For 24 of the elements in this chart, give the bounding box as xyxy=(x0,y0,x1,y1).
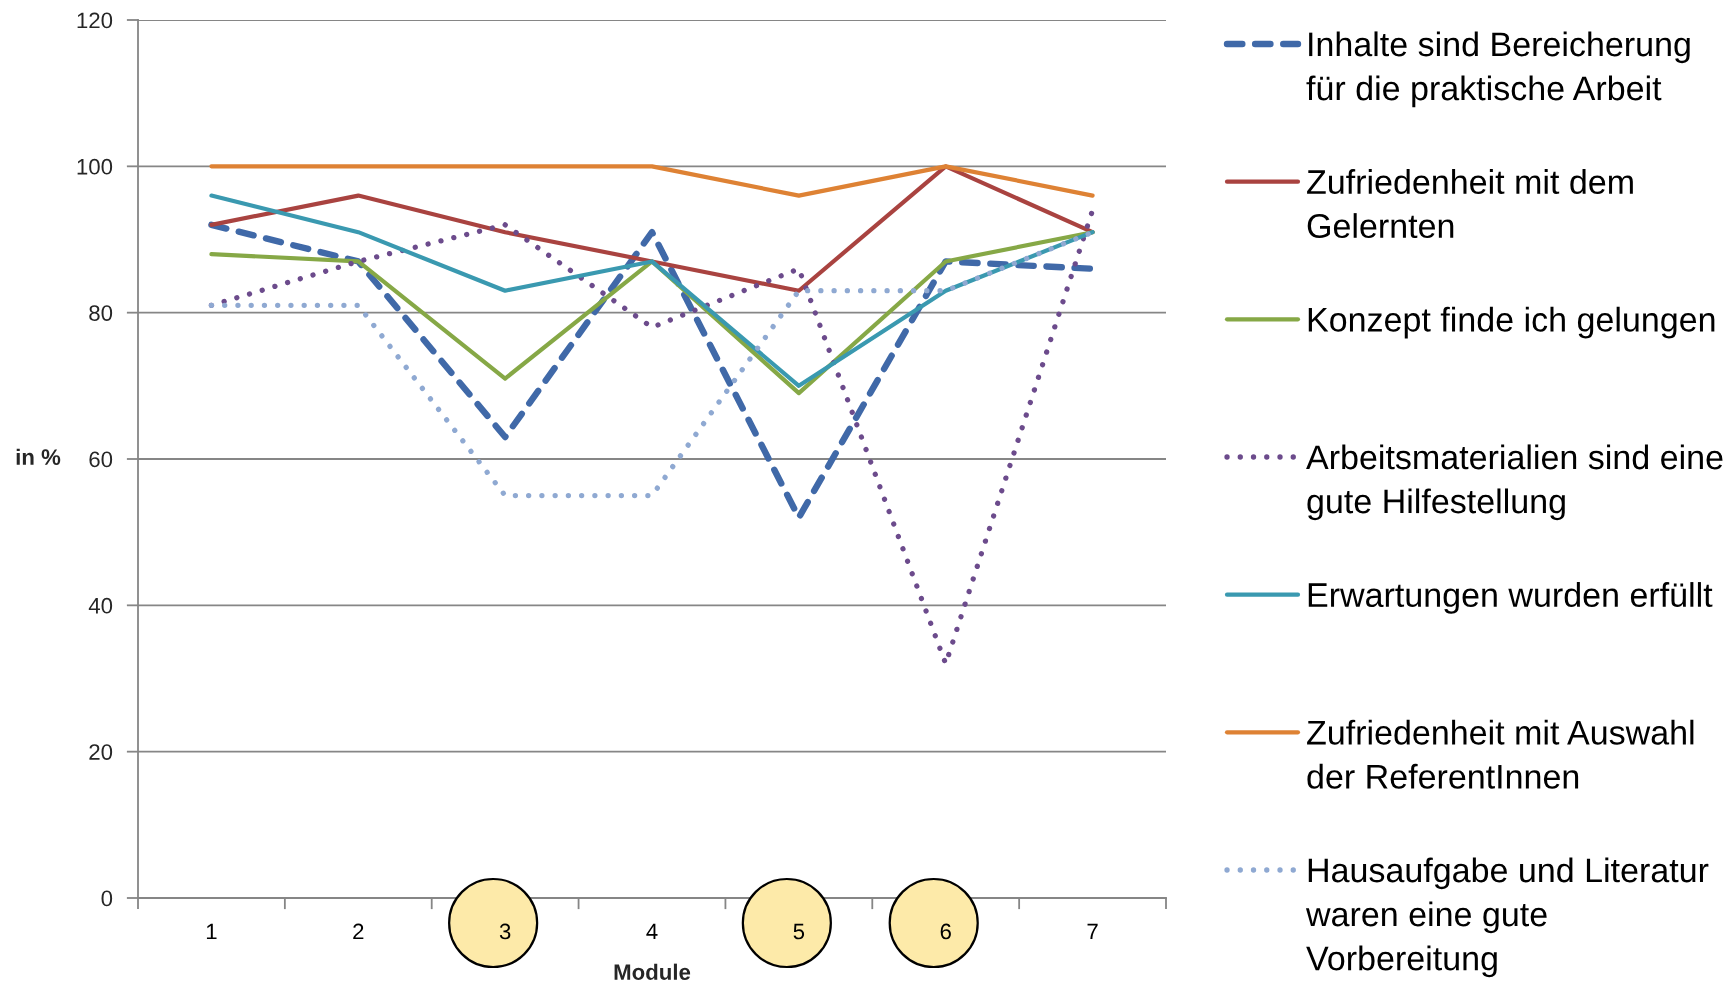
y-tick-label: 20 xyxy=(89,744,113,760)
y-tick-label: 40 xyxy=(88,597,113,614)
x-tick-label: 5 xyxy=(793,923,805,940)
y-tick-label: 100 xyxy=(77,158,113,175)
legend-label: Inhalte sind Bereicherung für die praktische Arbeit xyxy=(1306,31,1690,108)
legend-label: Hausaufgabe und Literatur waren eine gute Vorbereitung xyxy=(1305,857,1709,978)
legend-label: Konzept finde ich gelungen xyxy=(1308,306,1715,339)
x-tick-label: 1 xyxy=(206,923,217,940)
y-tick-label: 0 xyxy=(101,890,113,907)
y-tick-label: 60 xyxy=(89,451,113,468)
legend-label: Arbeitsmaterialien sind eine gute Hilfestellung xyxy=(1306,444,1723,521)
x-tick-label: 6 xyxy=(940,923,951,940)
legend-label: Zufriedenheit mit dem Gelernten xyxy=(1307,169,1633,239)
line-series xyxy=(209,193,1095,388)
x-tick-label: 2 xyxy=(353,923,364,940)
x-tick-label: 7 xyxy=(1087,923,1098,940)
legend-label: Erwartungen wurden erfüllt xyxy=(1308,582,1713,614)
y-axis-title: in % xyxy=(16,448,61,465)
x-tick-label: 4 xyxy=(646,923,658,940)
legend-label: Zufriedenheit mit Auswahl der ReferentInnen xyxy=(1307,719,1694,789)
y-tick-label: 80 xyxy=(89,305,113,321)
y-tick-label: 120 xyxy=(77,12,113,29)
x-tick-label: 3 xyxy=(499,923,511,940)
x-axis-title: Module xyxy=(614,963,691,980)
